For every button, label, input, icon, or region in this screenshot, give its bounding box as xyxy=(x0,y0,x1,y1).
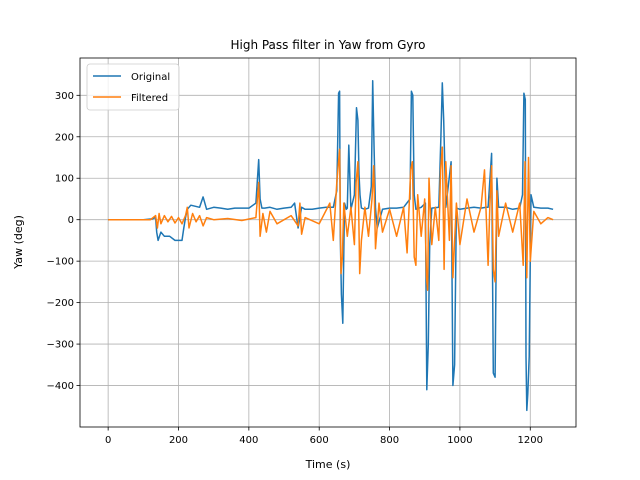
x-tick-label: 600 xyxy=(310,435,329,446)
x-tick-label: 1200 xyxy=(518,435,543,446)
x-axis-label: Time (s) xyxy=(305,458,351,471)
plot-area xyxy=(108,80,554,412)
y-tick-label: −300 xyxy=(47,340,74,351)
chart-title: High Pass filter in Yaw from Gyro xyxy=(230,38,425,52)
y-tick-label: 200 xyxy=(55,132,74,143)
x-tick-label: 200 xyxy=(169,435,188,446)
y-tick-label: 100 xyxy=(55,174,74,185)
x-tick-label: 0 xyxy=(105,435,111,446)
x-axis: 0 200 400 600 800 1000 1200 xyxy=(105,427,543,446)
y-tick-label: 0 xyxy=(68,215,74,226)
series-line-filtered xyxy=(108,146,554,291)
x-tick-label: 800 xyxy=(380,435,399,446)
y-tick-label: −400 xyxy=(47,381,74,392)
y-tick-label: −100 xyxy=(47,257,74,268)
y-axis-label: Yaw (deg) xyxy=(12,215,25,270)
legend: Original Filtered xyxy=(86,63,180,111)
y-axis: −400 −300 −200 −100 0 100 200 300 xyxy=(47,91,80,392)
plot-frame xyxy=(79,57,577,428)
y-tick-label: 300 xyxy=(55,91,74,102)
x-tick-label: 1000 xyxy=(447,435,472,446)
series-layer xyxy=(108,80,554,412)
y-tick-label: −200 xyxy=(47,298,74,309)
legend-label-original: Original xyxy=(131,72,170,83)
x-tick-label: 400 xyxy=(239,435,258,446)
legend-label-filtered: Filtered xyxy=(131,93,168,104)
